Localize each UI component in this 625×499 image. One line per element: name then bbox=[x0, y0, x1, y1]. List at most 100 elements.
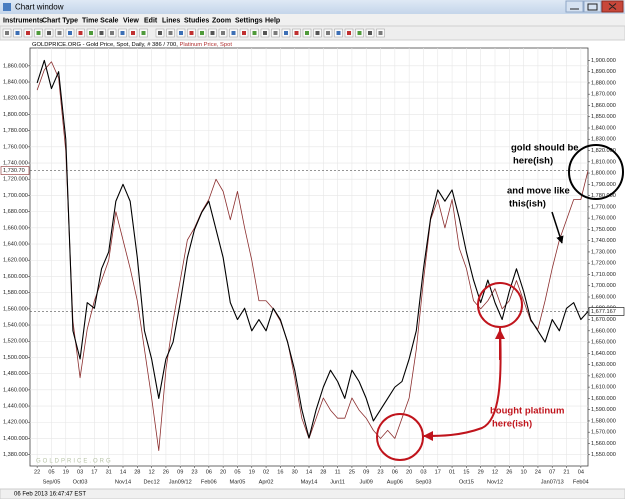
y-tick-label: 1,400.000 bbox=[3, 436, 28, 442]
menu-bar bbox=[0, 14, 625, 26]
y2-tick-label: 1,650.000 bbox=[591, 340, 616, 346]
x-tick-label: 29 bbox=[478, 469, 484, 475]
y2-tick-label: 1,590.000 bbox=[591, 407, 616, 413]
window-button-glyphs bbox=[570, 3, 617, 11]
x-month-label: Dec12 bbox=[144, 479, 160, 485]
x-tick-label: 01 bbox=[449, 469, 455, 475]
window-title: Chart window bbox=[15, 3, 64, 12]
y-tick-label: 1,520.000 bbox=[3, 339, 28, 345]
y2-tick-label: 1,760.000 bbox=[591, 216, 616, 222]
y-tick-label: 1,760.000 bbox=[3, 144, 28, 150]
tool-glyph bbox=[158, 31, 162, 35]
y2-tick-label: 1,810.000 bbox=[591, 159, 616, 165]
x-month-label: Oct03 bbox=[73, 479, 88, 485]
menu-item[interactable]: Lines bbox=[162, 17, 180, 24]
annotation-text: here(ish) bbox=[513, 156, 553, 167]
tool-glyph bbox=[221, 31, 225, 35]
y2-tick-label: 1,780.000 bbox=[591, 193, 616, 199]
menu-item[interactable]: Chart Type bbox=[42, 17, 78, 24]
y-tick-label: 1,500.000 bbox=[3, 355, 28, 361]
y-tick-label: 1,380.000 bbox=[3, 452, 28, 458]
x-tick-label: 09 bbox=[363, 469, 369, 475]
tool-glyph bbox=[210, 31, 215, 35]
tool-glyph bbox=[284, 31, 288, 35]
tool-glyph bbox=[294, 31, 299, 35]
tool-glyph bbox=[305, 31, 309, 35]
y2-tick-label: 1,720.000 bbox=[591, 261, 616, 267]
y2-tick-label: 1,900.000 bbox=[591, 58, 616, 64]
y2-tick-label: 1,880.000 bbox=[591, 80, 616, 86]
tool-glyph bbox=[368, 31, 372, 35]
x-tick-label: 06 bbox=[206, 469, 212, 475]
y2-tick-label: 1,670.000 bbox=[591, 317, 616, 323]
annotation-text: this(ish) bbox=[509, 199, 546, 210]
annotation-arrow bbox=[551, 211, 564, 244]
title-bar bbox=[0, 0, 625, 14]
x-month-label: Sep03 bbox=[415, 479, 431, 485]
x-month-label: Jun11 bbox=[330, 479, 345, 485]
x-tick-label: 25 bbox=[349, 469, 355, 475]
x-tick-label: 16 bbox=[277, 469, 283, 475]
y2-tick-label: 1,660.000 bbox=[591, 328, 616, 334]
legend-gold: GOLDPRICE.ORG - Gold Price, Spot, Daily,… bbox=[32, 42, 178, 48]
x-tick-label: 23 bbox=[191, 469, 197, 475]
menu-item[interactable]: Help bbox=[265, 17, 280, 24]
toolbar-icons bbox=[2, 28, 385, 38]
x-tick-label: 09 bbox=[177, 469, 183, 475]
y2-tick-label: 1,710.000 bbox=[591, 272, 616, 278]
y-tick-label: 1,560.000 bbox=[3, 306, 28, 312]
menu-item[interactable]: Edit bbox=[144, 17, 158, 24]
x-tick-label: 17 bbox=[435, 469, 441, 475]
x-tick-label: 11 bbox=[335, 469, 341, 475]
y2-tick-label: 1,890.000 bbox=[591, 69, 616, 75]
x-tick-label: 07 bbox=[549, 469, 555, 475]
tool-glyph bbox=[347, 31, 351, 35]
menu-item[interactable]: Instruments bbox=[3, 17, 43, 24]
x-month-label: Nov12 bbox=[487, 479, 503, 485]
y2-tick-label: 1,550.000 bbox=[591, 452, 616, 458]
tool-glyph bbox=[15, 31, 20, 35]
y2-tick-label: 1,700.000 bbox=[591, 283, 616, 289]
x-month-label: Jan09/12 bbox=[169, 479, 192, 485]
x-month-label: Nov14 bbox=[115, 479, 131, 485]
last-value-label: 1,730.70 bbox=[3, 168, 25, 174]
x-tick-label: 24 bbox=[535, 469, 541, 475]
x-month-label: Apr02 bbox=[259, 479, 274, 485]
series-line bbox=[36, 59, 588, 439]
y2-tick-label: 1,640.000 bbox=[591, 351, 616, 357]
y2-tick-label: 1,620.000 bbox=[591, 373, 616, 379]
tool-glyph bbox=[263, 31, 267, 35]
y2-tick-label: 1,580.000 bbox=[591, 418, 616, 424]
y-tick-label: 1,640.000 bbox=[3, 242, 28, 248]
last-value-box bbox=[0, 166, 30, 175]
y2-tick-label: 1,560.000 bbox=[591, 441, 616, 447]
y-tick-label: 1,860.000 bbox=[3, 63, 28, 69]
x-month-label: Feb06 bbox=[201, 479, 217, 485]
y-tick-label: 1,440.000 bbox=[3, 404, 28, 410]
menu-item[interactable]: Settings bbox=[235, 17, 263, 24]
x-tick-label: 31 bbox=[106, 469, 112, 475]
status-bar bbox=[0, 488, 625, 499]
x-tick-label: 06 bbox=[392, 469, 398, 475]
y2-tick-label: 1,800.000 bbox=[591, 171, 616, 177]
minimize-button[interactable] bbox=[565, 0, 584, 13]
maximize-button[interactable] bbox=[583, 0, 602, 13]
y-tick-label: 1,660.000 bbox=[3, 225, 28, 231]
tool-glyph bbox=[26, 31, 30, 35]
y2-tick-label: 1,840.000 bbox=[591, 125, 616, 131]
x-tick-label: 19 bbox=[63, 469, 69, 475]
x-tick-label: 22 bbox=[34, 469, 40, 475]
x-month-label: Aug06 bbox=[387, 479, 403, 485]
tool-glyph bbox=[357, 31, 362, 35]
menu-item[interactable]: Time Scale bbox=[82, 17, 119, 24]
menu-item[interactable]: Studies bbox=[184, 17, 209, 24]
menu-item[interactable]: View bbox=[123, 17, 139, 24]
status-text: 06 Feb 2013 16:47:47 EST bbox=[14, 492, 86, 498]
tool-glyph bbox=[315, 31, 320, 35]
annotation-text: and move like bbox=[507, 186, 570, 197]
x-tick-label: 10 bbox=[520, 469, 526, 475]
menu-item[interactable]: Zoom bbox=[212, 17, 231, 24]
y2-tick-label: 1,820.000 bbox=[591, 148, 616, 154]
